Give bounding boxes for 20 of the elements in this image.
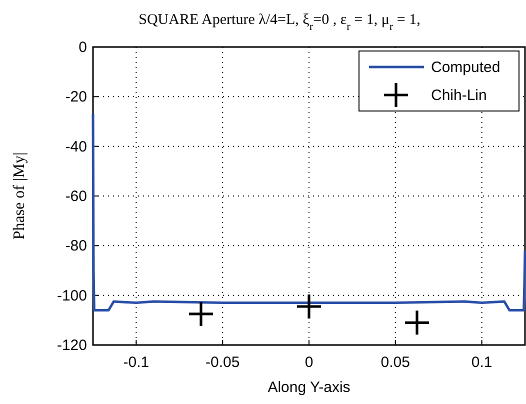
x-axis-title: Along Y-axis — [268, 379, 350, 396]
y-tick-label: 0 — [78, 39, 87, 56]
x-tick-label: -0.05 — [206, 354, 240, 371]
x-tick-label: 0.1 — [471, 354, 492, 371]
y-tick-label: -60 — [65, 188, 87, 205]
chart-title: SQUARE Aperture λ/4=L, ξ$_{r}$=0 , ε$_{r}$ = 1, μ$_{r}$ = 1, — [138, 12, 420, 33]
x-tick-label: 0 — [304, 354, 314, 371]
legend-label: Chih-Lin — [431, 87, 487, 104]
y-tick-label: -80 — [65, 238, 87, 255]
y-tick-label: -120 — [56, 337, 87, 354]
x-tick-label: -0.1 — [123, 354, 150, 371]
y-tick-label: -100 — [56, 287, 87, 304]
y-tick-label: -40 — [65, 138, 87, 156]
x-tick-label: 0.05 — [380, 354, 410, 371]
point — [297, 294, 321, 319]
legend-label: Computed — [431, 59, 500, 76]
y-axis-title: Phase of |My| — [11, 152, 28, 240]
point — [189, 302, 213, 326]
point — [405, 310, 429, 335]
y-tick-label: -20 — [65, 88, 87, 106]
